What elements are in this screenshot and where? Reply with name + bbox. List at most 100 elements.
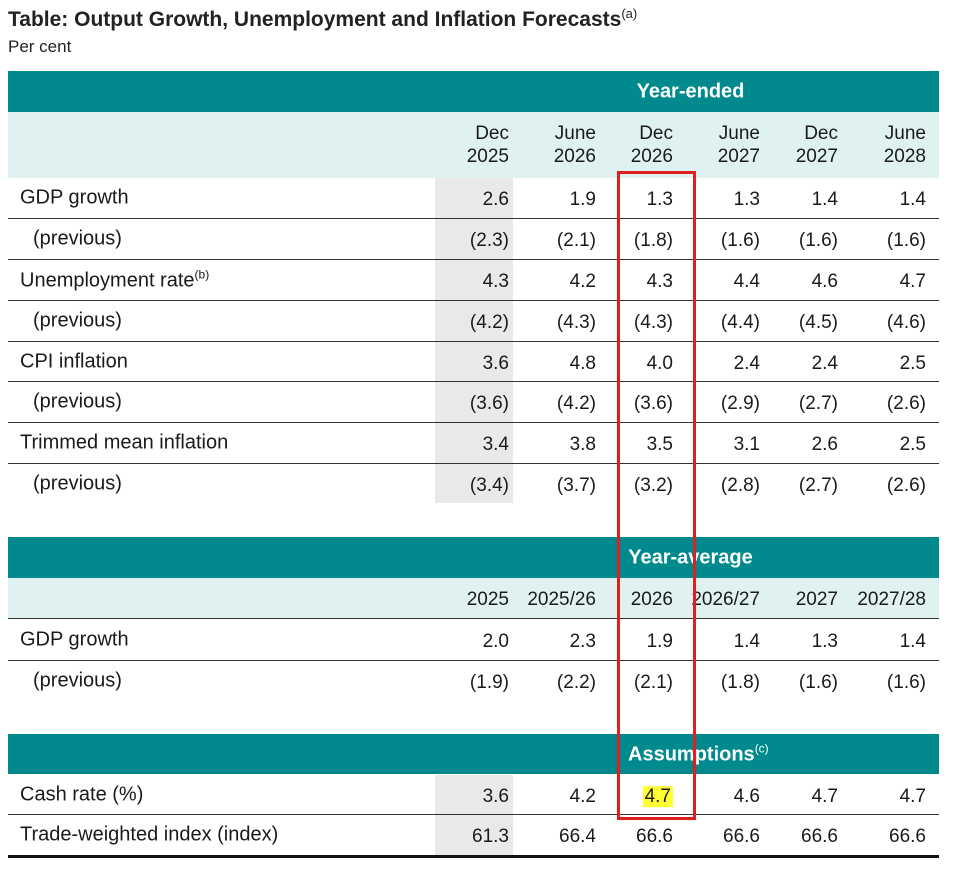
cell: 2.6 xyxy=(482,189,509,211)
row-label: (previous) xyxy=(33,309,122,332)
cell: (1.8) xyxy=(633,230,673,252)
table-subtitle: Per cent xyxy=(8,37,72,56)
cell: 4.7 xyxy=(899,271,926,293)
cell: 4.3 xyxy=(646,271,673,293)
cell: 66.6 xyxy=(801,826,838,848)
cell: (4.4) xyxy=(720,312,760,334)
cell: 4.6 xyxy=(811,271,838,293)
cell: (2.2) xyxy=(556,672,596,694)
cell: 66.4 xyxy=(559,826,596,848)
cell: (2.7) xyxy=(798,475,838,497)
cell: 2.3 xyxy=(569,631,596,653)
cell: 4.7 xyxy=(811,785,838,807)
row-label: (previous) xyxy=(33,669,122,692)
cell: 61.3 xyxy=(472,826,509,848)
cell: 3.6 xyxy=(482,352,509,374)
cell: (4.5) xyxy=(798,312,838,334)
cell: (1.6) xyxy=(886,672,926,694)
table-row: (previous) (4.2) (4.3) (4.3) (4.4) (4.5)… xyxy=(8,301,939,342)
column-header-row-year-average: 2025 2025/26 2026 2026/27 2027 2027/28 xyxy=(8,578,939,619)
cell: 3.8 xyxy=(569,434,596,456)
table-row: CPI inflation 3.6 4.8 4.0 2.4 2.4 2.5 xyxy=(8,342,939,382)
cell: 1.4 xyxy=(733,631,760,653)
cell: (3.2) xyxy=(633,475,673,497)
table-row: GDP growth 2.0 2.3 1.9 1.4 1.3 1.4 xyxy=(8,620,939,661)
cell: (1.8) xyxy=(720,672,760,694)
col-header: June 2028 xyxy=(883,123,926,167)
table-row: Trade-weighted index (index) 61.3 66.4 6… xyxy=(8,815,939,858)
table-row: (previous) (1.9) (2.2) (2.1) (1.8) (1.6)… xyxy=(8,661,939,701)
cell: 1.3 xyxy=(733,189,760,211)
section-band-year-ended: Year-ended xyxy=(8,71,939,112)
cell: (1.6) xyxy=(798,672,838,694)
cell: (2.3) xyxy=(469,230,509,252)
row-label: (previous) xyxy=(33,390,122,413)
cell: 4.2 xyxy=(569,785,596,807)
cell: 3.1 xyxy=(733,434,760,456)
cell: 4.4 xyxy=(733,271,760,293)
row-label: (previous) xyxy=(33,227,122,250)
cell: 4.2 xyxy=(569,271,596,293)
table-row: GDP growth 2.6 1.9 1.3 1.3 1.4 1.4 xyxy=(8,178,939,219)
row-label: CPI inflation xyxy=(20,350,128,372)
cell: 1.4 xyxy=(899,189,926,211)
table-row: Trimmed mean inflation 3.4 3.8 3.5 3.1 2… xyxy=(8,423,939,464)
cell: 2.0 xyxy=(482,631,509,653)
col-header: 2025 xyxy=(466,589,509,611)
cell: 66.6 xyxy=(889,826,926,848)
col-header: June 2027 xyxy=(717,123,760,167)
cell: (1.6) xyxy=(720,230,760,252)
cell: 3.6 xyxy=(482,785,509,807)
col-header: 2026/27 xyxy=(691,589,760,611)
cell: (4.3) xyxy=(556,312,596,334)
cell: (2.1) xyxy=(633,672,673,694)
row-label: Trade-weighted index (index) xyxy=(20,823,279,846)
section-label-year-average: Year-average xyxy=(628,546,753,568)
cell: 2.4 xyxy=(811,352,838,374)
row-label: Cash rate (%) xyxy=(20,783,144,805)
table-row: (previous) (2.3) (2.1) (1.8) (1.6) (1.6)… xyxy=(8,219,939,260)
highlighted-value: 4.7 xyxy=(642,785,673,807)
cell: 4.7 xyxy=(573,785,673,808)
col-header: 2025/26 xyxy=(527,589,596,611)
cell: 3.4 xyxy=(482,434,509,456)
table-row: (previous) (3.6) (4.2) (3.6) (2.9) (2.7)… xyxy=(8,382,939,423)
cell: 66.6 xyxy=(723,826,760,848)
cell: 4.8 xyxy=(569,352,596,374)
table-row: Cash rate (%) 3.6 4.2 4.7 4.6 4.7 4.7 xyxy=(8,775,939,815)
table-row: (previous) (3.4) (3.7) (3.2) (2.8) (2.7)… xyxy=(8,464,939,504)
cell: 1.9 xyxy=(569,189,596,211)
cell: (4.6) xyxy=(886,312,926,334)
cell: (4.2) xyxy=(469,312,509,334)
cell: (3.6) xyxy=(633,393,673,415)
cell: (4.3) xyxy=(633,312,673,334)
cell: (2.6) xyxy=(886,393,926,415)
col-header: Dec 2026 xyxy=(630,123,673,167)
cell: (2.9) xyxy=(720,393,760,415)
shaded-column-assumptions xyxy=(435,775,513,855)
col-header: 2027/28 xyxy=(857,589,926,611)
cell: (2.6) xyxy=(886,475,926,497)
cell: 1.4 xyxy=(811,189,838,211)
section-label-assumptions: Assumptions(c) xyxy=(628,741,769,766)
assumptions-note: (c) xyxy=(754,741,769,756)
cell: (3.7) xyxy=(556,475,596,497)
cell: 1.4 xyxy=(899,631,926,653)
cell: 2.6 xyxy=(811,434,838,456)
col-header: 2026 xyxy=(630,589,673,611)
row-label: GDP growth xyxy=(20,628,129,651)
cell: 4.0 xyxy=(646,352,673,374)
title-note: (a) xyxy=(621,6,638,21)
cell: 2.4 xyxy=(733,352,760,374)
shaded-column-year-ended xyxy=(435,178,513,503)
cell: (2.7) xyxy=(798,393,838,415)
cell: (3.6) xyxy=(469,393,509,415)
row-label: (previous) xyxy=(33,472,122,495)
cell: 1.3 xyxy=(646,189,673,211)
section-band-assumptions: Assumptions(c) xyxy=(8,734,939,774)
col-header: Dec 2025 xyxy=(466,123,509,167)
cell: 1.9 xyxy=(646,631,673,653)
row-note: (b) xyxy=(194,267,210,282)
column-header-row-year-ended: Dec 2025 June 2026 Dec 2026 June 2027 Dec 202… xyxy=(8,112,939,178)
cell: 66.6 xyxy=(636,826,673,848)
